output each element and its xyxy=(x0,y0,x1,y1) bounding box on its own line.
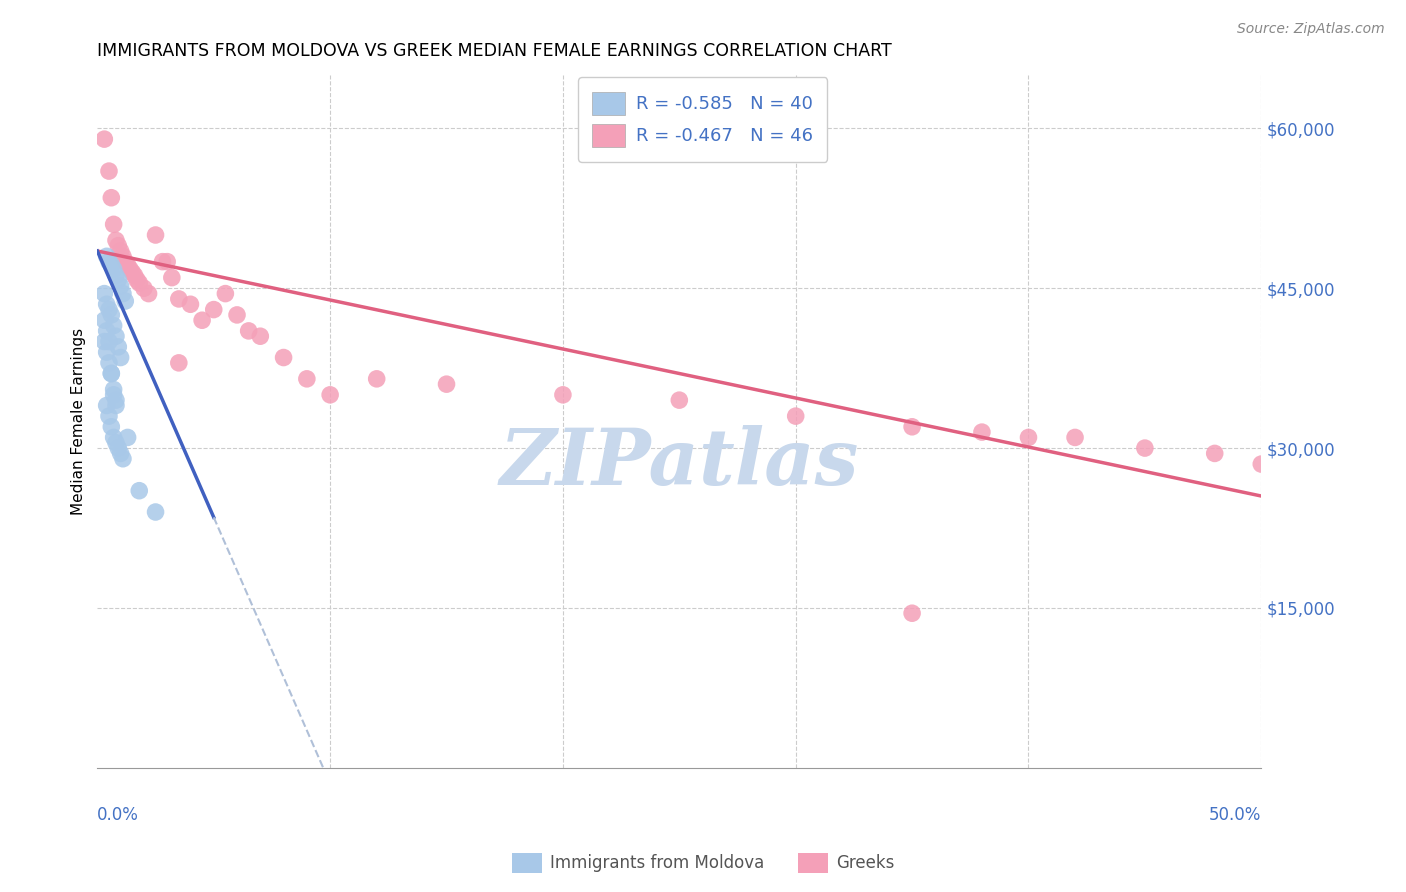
Point xyxy=(970,425,993,439)
Point xyxy=(103,383,125,397)
Point xyxy=(238,324,260,338)
Point xyxy=(1064,430,1087,444)
Point xyxy=(110,244,132,258)
Point xyxy=(117,258,139,272)
Text: 0.0%: 0.0% xyxy=(97,805,139,824)
Point xyxy=(273,351,295,365)
Point xyxy=(98,334,121,349)
Text: ZIPatlas: ZIPatlas xyxy=(499,425,859,501)
Point xyxy=(96,399,118,413)
Point xyxy=(436,377,458,392)
Point xyxy=(103,318,125,333)
Point xyxy=(117,430,139,444)
Point xyxy=(249,329,271,343)
Point xyxy=(104,329,127,343)
Point xyxy=(107,340,129,354)
Point xyxy=(128,276,150,290)
Legend: R = -0.585   N = 40, R = -0.467   N = 46: R = -0.585 N = 40, R = -0.467 N = 46 xyxy=(578,78,827,161)
Point xyxy=(226,308,249,322)
Point xyxy=(132,281,155,295)
Point xyxy=(214,286,236,301)
Point xyxy=(366,372,388,386)
Point xyxy=(100,367,122,381)
Point xyxy=(1133,441,1156,455)
Point xyxy=(104,399,127,413)
Point xyxy=(124,268,146,283)
Point xyxy=(202,302,225,317)
Point xyxy=(98,164,121,178)
Point xyxy=(179,297,201,311)
Point xyxy=(100,258,122,272)
Point xyxy=(104,233,127,247)
Point xyxy=(98,356,121,370)
Point xyxy=(93,313,115,327)
Point xyxy=(167,356,190,370)
Point xyxy=(98,302,121,317)
Point xyxy=(110,351,132,365)
Point xyxy=(167,292,190,306)
Point xyxy=(114,294,136,309)
Point xyxy=(111,249,134,263)
Point xyxy=(191,313,214,327)
Point xyxy=(100,191,122,205)
Point xyxy=(96,297,118,311)
Point xyxy=(901,606,924,620)
Point xyxy=(785,409,807,424)
Point xyxy=(103,388,125,402)
Point xyxy=(668,393,690,408)
Text: Source: ZipAtlas.com: Source: ZipAtlas.com xyxy=(1237,22,1385,37)
Point xyxy=(1250,457,1272,471)
Point xyxy=(114,254,136,268)
Point xyxy=(96,249,118,263)
Text: 50.0%: 50.0% xyxy=(1209,805,1261,824)
Point xyxy=(901,419,924,434)
Point xyxy=(110,279,132,293)
Point xyxy=(107,273,129,287)
Point xyxy=(93,286,115,301)
Point xyxy=(98,409,121,424)
Point xyxy=(128,483,150,498)
Point xyxy=(152,254,174,268)
Point xyxy=(96,324,118,338)
Point xyxy=(1018,430,1040,444)
Point xyxy=(156,254,179,268)
Point xyxy=(118,262,141,277)
Point xyxy=(107,238,129,252)
Point xyxy=(100,367,122,381)
Point xyxy=(295,372,318,386)
Point xyxy=(138,286,160,301)
Point xyxy=(93,334,115,349)
Point xyxy=(93,132,115,146)
Point xyxy=(121,265,143,279)
Point xyxy=(103,262,125,277)
Point xyxy=(100,419,122,434)
Y-axis label: Median Female Earnings: Median Female Earnings xyxy=(72,328,86,515)
Point xyxy=(1204,446,1226,460)
Point xyxy=(104,268,127,283)
Text: IMMIGRANTS FROM MOLDOVA VS GREEK MEDIAN FEMALE EARNINGS CORRELATION CHART: IMMIGRANTS FROM MOLDOVA VS GREEK MEDIAN … xyxy=(97,42,891,60)
Point xyxy=(100,308,122,322)
Point xyxy=(111,451,134,466)
Point xyxy=(160,270,183,285)
Point xyxy=(111,286,134,301)
Point xyxy=(104,435,127,450)
Point xyxy=(125,273,148,287)
Point xyxy=(103,430,125,444)
Point xyxy=(98,254,121,268)
Point xyxy=(319,388,342,402)
Point xyxy=(104,393,127,408)
Point xyxy=(96,345,118,359)
Point xyxy=(145,227,167,242)
Point xyxy=(103,218,125,232)
Point xyxy=(110,446,132,460)
Point xyxy=(551,388,574,402)
Point xyxy=(107,441,129,455)
Point xyxy=(145,505,167,519)
Legend: Immigrants from Moldova, Greeks: Immigrants from Moldova, Greeks xyxy=(505,847,901,880)
